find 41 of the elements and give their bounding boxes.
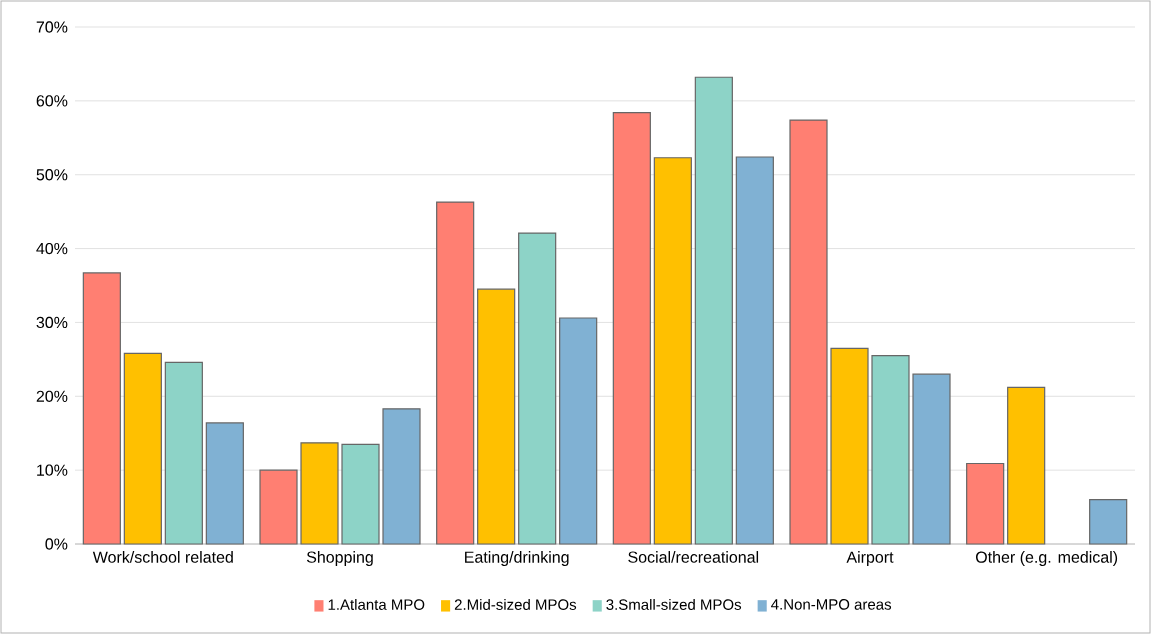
x-tick-label: Other (e.g. medical) [975, 551, 1118, 566]
bar [164, 361, 203, 545]
bar [735, 156, 774, 545]
bar [518, 232, 557, 545]
legend-label: 4.Non-MPO areas [771, 599, 892, 610]
y-tick-label: 10% [37, 464, 68, 476]
bar [1007, 386, 1046, 545]
bar [694, 76, 733, 545]
bar [300, 442, 339, 545]
x-tick-label: Eating/drinking [465, 551, 569, 566]
x-tick-label: Airport [846, 551, 894, 566]
bar [436, 201, 475, 545]
bar [205, 422, 244, 545]
y-tick-label: 40% [36, 242, 68, 255]
bar [653, 157, 692, 545]
y-tick-label: 60% [36, 95, 68, 107]
y-tick-label: 20% [36, 390, 68, 402]
x-tick-label: Shopping [306, 551, 373, 566]
bar [341, 443, 380, 545]
bar [477, 288, 516, 545]
bar [82, 272, 121, 545]
legend-label: 3.Small-sized MPOs [606, 598, 742, 610]
x-tick-label: Social/recreational [628, 551, 759, 563]
legend-label: 2.Mid-sized MPOs [454, 598, 577, 610]
y-tick-label: 0% [45, 538, 68, 550]
x-tick-label: Work/school related [92, 551, 233, 563]
y-tick-label: 70% [36, 21, 68, 33]
bar [912, 373, 951, 545]
bar [123, 352, 162, 545]
bar [830, 347, 869, 545]
legend-label: 1.Atlanta MPO [328, 598, 425, 610]
bar [382, 408, 421, 545]
bar [871, 355, 910, 545]
bar [966, 462, 1005, 545]
bar [559, 317, 598, 545]
bar [789, 119, 828, 545]
bar [1089, 499, 1128, 545]
bar [612, 112, 651, 545]
y-tick-label: 30% [36, 316, 68, 329]
bar [259, 469, 298, 545]
y-tick-label: 50% [36, 169, 68, 181]
